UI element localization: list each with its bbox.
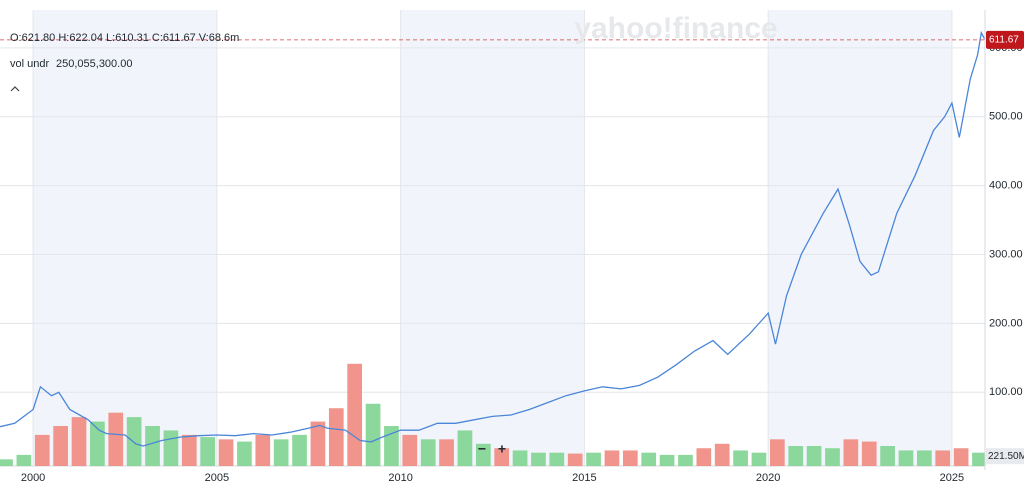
- volume-bar: [365, 403, 381, 466]
- last-price-label: 611.67: [989, 34, 1019, 45]
- volume-bar: [806, 446, 822, 466]
- volume-bar: [163, 430, 179, 466]
- volume-bar: [825, 448, 840, 466]
- volume-bar: [972, 452, 987, 466]
- volume-bar: [200, 437, 216, 466]
- zoom-out[interactable]: −: [478, 441, 486, 457]
- volume-bar: [861, 441, 877, 466]
- volume-bar: [71, 417, 87, 466]
- volume-bar: [126, 417, 142, 466]
- volume-bar: [90, 421, 105, 466]
- volume-bar: [641, 452, 657, 466]
- volume-bar: [788, 446, 804, 466]
- volume-bar: [255, 434, 271, 466]
- volume-bar: [604, 450, 620, 466]
- volume-badge: [986, 448, 1024, 465]
- watermark: yahoo!finance: [574, 12, 777, 45]
- volume-bar: [108, 412, 124, 466]
- x-band: [768, 10, 952, 466]
- collapse-icon[interactable]: [10, 86, 20, 92]
- x-tick-label: 2000: [21, 472, 45, 484]
- volume-bar: [145, 426, 160, 466]
- volume-bar: [696, 448, 712, 466]
- volume-bar: [512, 450, 528, 466]
- volume-bar: [402, 434, 418, 466]
- volume-bar: [0, 459, 13, 466]
- volume-bar: [567, 453, 583, 466]
- x-band: [400, 10, 585, 466]
- volume-bar: [181, 434, 197, 466]
- volume-bar: [218, 439, 234, 466]
- volume-bar: [880, 446, 895, 466]
- volume-bar: [898, 450, 914, 466]
- volume-bar: [678, 454, 693, 466]
- plot-area: [0, 30, 987, 466]
- y-axis-bg: [985, 0, 1024, 488]
- indicator-name: vol undr: [10, 58, 49, 70]
- volume-bar: [292, 434, 307, 466]
- volume-bar: [34, 434, 50, 466]
- volume-bar: [622, 450, 638, 466]
- volume-bar: [475, 443, 491, 466]
- volume-bar: [586, 452, 601, 466]
- volume-bar: [16, 454, 32, 466]
- volume-bar: [420, 439, 436, 466]
- volume-bar: [917, 450, 932, 466]
- volume-bar: [843, 439, 859, 466]
- volume-bar: [935, 450, 951, 466]
- volume-bar: [384, 426, 399, 466]
- zoom-in[interactable]: +: [498, 441, 506, 457]
- volume-bar: [53, 426, 68, 466]
- volume-bar: [439, 439, 454, 466]
- indicator-value: 250,055,300.00: [56, 58, 132, 70]
- volume-bar: [347, 363, 363, 466]
- x-tick-label: 2020: [756, 472, 780, 484]
- y-tick-label: 100.00: [989, 386, 1023, 398]
- volume-bar: [328, 408, 344, 466]
- last-price-badge: [986, 30, 1024, 49]
- x-tick-label: 2005: [205, 472, 229, 484]
- ohlc-legend: O:621.80 H:622.04 L:610.31 C:611.67 V:68…: [10, 32, 239, 44]
- volume-bar: [310, 421, 326, 466]
- y-tick-label: 400.00: [989, 180, 1023, 192]
- background: [0, 10, 985, 467]
- volume-bar: [457, 430, 473, 466]
- y-tick-label: 200.00: [989, 317, 1023, 329]
- y-tick-label: 500.00: [989, 111, 1023, 123]
- x-tick-label: 2025: [940, 472, 964, 484]
- volume-bar: [549, 452, 565, 466]
- volume-bar: [714, 443, 730, 466]
- volume-bar: [531, 452, 546, 466]
- y-tick-label: 300.00: [989, 248, 1023, 260]
- x-tick-label: 2015: [572, 472, 596, 484]
- volume-bar: [273, 439, 289, 466]
- volume-bar: [733, 450, 748, 466]
- volume-bar: [953, 448, 969, 466]
- volume-bar: [769, 439, 785, 466]
- volume-bar: [751, 452, 767, 466]
- volume-bar: [237, 441, 252, 466]
- price-line: [0, 30, 986, 447]
- volume-bar: [659, 454, 675, 466]
- volume-tick-label: 221.50M: [988, 451, 1024, 462]
- x-tick-label: 2010: [388, 472, 412, 484]
- volume-bar: [494, 448, 510, 466]
- x-band: [33, 10, 217, 466]
